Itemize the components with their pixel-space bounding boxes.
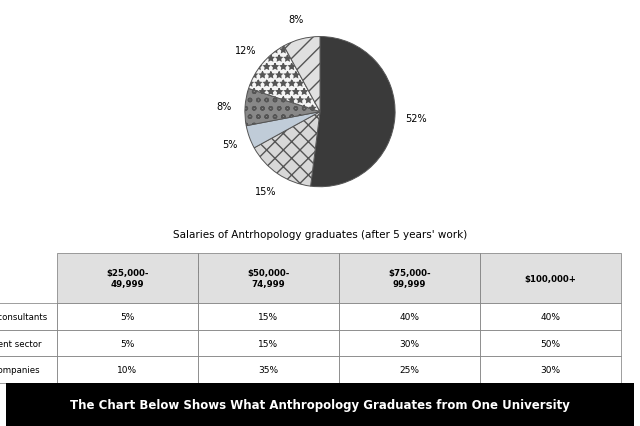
Text: 5%: 5%: [222, 140, 237, 150]
Wedge shape: [284, 37, 320, 112]
Text: The Chart Below Shows What Anthropology Graduates from One University: The Chart Below Shows What Anthropology …: [70, 398, 570, 411]
Text: 8%: 8%: [289, 14, 304, 24]
Text: 12%: 12%: [235, 46, 257, 56]
Text: Salaries of Antrhopology graduates (after 5 years' work): Salaries of Antrhopology graduates (afte…: [173, 230, 467, 239]
Text: 52%: 52%: [405, 113, 427, 124]
Wedge shape: [310, 37, 395, 187]
Wedge shape: [254, 112, 320, 187]
Wedge shape: [245, 89, 320, 127]
Text: 15%: 15%: [255, 187, 276, 197]
Wedge shape: [246, 112, 320, 149]
Wedge shape: [248, 47, 320, 112]
Legend: Full-time work, Part-time work, Part-time work + postgrad study, Full-time postg: Full-time work, Part-time work, Part-tim…: [165, 266, 475, 288]
Text: 8%: 8%: [216, 101, 232, 111]
